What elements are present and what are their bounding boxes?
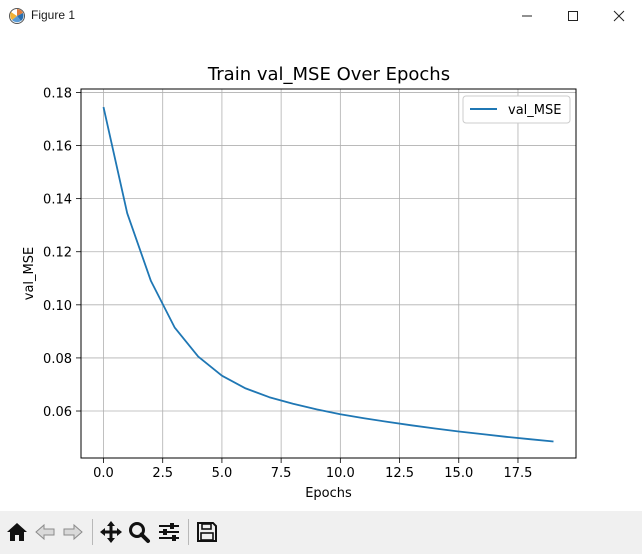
y-tick-label: 0.10: [43, 299, 72, 314]
figure-canvas: Train val_MSE Over Epochs 0.0 2.5 5.0 7.5 10…: [0, 31, 642, 511]
x-tick-label: 10.0: [326, 466, 355, 481]
legend-label: val_MSE: [508, 103, 561, 118]
chart-title: Train val_MSE Over Epochs: [207, 64, 450, 85]
window-titlebar: Figure 1: [0, 0, 642, 31]
matplotlib-app-icon: [9, 8, 25, 24]
y-axis-label: val_MSE: [22, 247, 37, 300]
zoom-button[interactable]: [126, 519, 152, 545]
home-icon: [7, 523, 27, 541]
maximize-icon: [568, 10, 578, 21]
minimize-button[interactable]: [504, 0, 550, 31]
x-axis-label: Epochs: [305, 486, 352, 501]
navigation-toolbar: [0, 511, 642, 554]
plot-area-frame: [80, 88, 577, 459]
pan-move-icon: [100, 521, 122, 543]
grid-lines: [81, 89, 576, 458]
forward-button[interactable]: [60, 519, 86, 545]
window-title: Figure 1: [31, 8, 76, 22]
close-icon: [613, 10, 625, 21]
toolbar-separator: [188, 519, 189, 545]
legend: val_MSE: [462, 95, 571, 124]
minimize-icon: [522, 15, 532, 16]
save-floppy-icon: [197, 522, 217, 542]
y-tick-label: 0.06: [43, 405, 72, 420]
x-tick-label: 2.5: [152, 466, 173, 481]
back-button[interactable]: [32, 519, 58, 545]
x-tick-label: 5.0: [212, 466, 233, 481]
y-tick-label: 0.14: [43, 193, 72, 208]
save-button[interactable]: [194, 519, 220, 545]
x-tick-label: 0.0: [93, 466, 114, 481]
maximize-button[interactable]: [550, 0, 596, 31]
x-tick-label: 12.5: [385, 466, 414, 481]
configure-subplots-icon: [159, 523, 179, 541]
legend-box: [462, 95, 571, 124]
close-button[interactable]: [596, 0, 642, 31]
back-arrow-icon: [35, 523, 55, 541]
axis-ticks: 0.0 2.5 5.0 7.5 10.0 12.5 15.0 17.5 0.06 0.08 0.10…: [43, 86, 532, 481]
x-tick-label: 15.0: [444, 466, 473, 481]
y-tick-label: 0.08: [43, 352, 72, 367]
line-chart: Train val_MSE Over Epochs 0.0 2.5 5.0 7.5 10…: [22, 64, 577, 501]
y-tick-label: 0.18: [43, 86, 72, 101]
x-tick-label: 7.5: [271, 466, 292, 481]
series-lines: [102, 106, 554, 443]
forward-arrow-icon: [63, 523, 83, 541]
pan-button[interactable]: [98, 519, 124, 545]
configure-subplots-button[interactable]: [156, 519, 182, 545]
toolbar-separator: [92, 519, 93, 545]
zoom-magnifier-icon: [129, 522, 150, 543]
home-button[interactable]: [4, 519, 30, 545]
y-tick-label: 0.16: [43, 140, 72, 155]
x-tick-label: 17.5: [503, 466, 532, 481]
series-line-val_MSE: [102, 106, 554, 443]
y-tick-label: 0.12: [43, 246, 72, 261]
